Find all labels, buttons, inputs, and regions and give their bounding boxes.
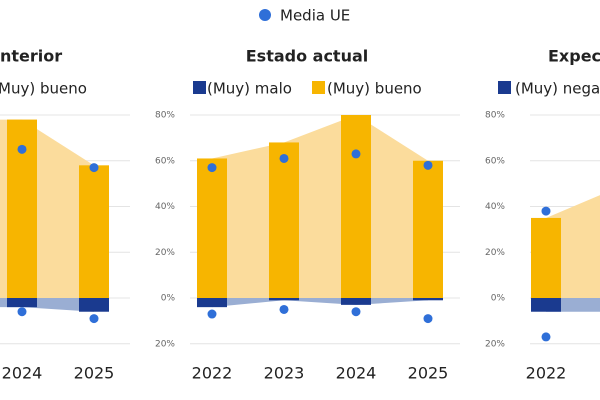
y-tick-label: 20% — [155, 248, 175, 258]
ue-marker — [541, 332, 551, 342]
bar — [531, 298, 561, 312]
ue-marker — [541, 206, 551, 216]
y-tick-label: 0% — [491, 294, 506, 304]
x-tick-label: 2023 — [264, 364, 305, 383]
y-tick-label: 60% — [485, 156, 505, 166]
bar — [197, 158, 227, 298]
x-tick-label: 2022 — [526, 364, 567, 383]
bar — [341, 298, 371, 305]
ue-marker — [279, 153, 289, 163]
ue-marker — [351, 307, 361, 317]
ue-marker — [17, 307, 27, 317]
ue-marker — [423, 314, 433, 324]
y-tick-label: 80% — [485, 111, 505, 121]
chart-title: nterior — [0, 47, 62, 66]
legend-label: Media UE — [280, 7, 350, 25]
legend-swatch — [312, 81, 325, 94]
bar — [269, 298, 299, 301]
x-tick-label: 2022 — [192, 364, 233, 383]
ue-marker — [17, 144, 27, 154]
y-tick-label: 80% — [155, 111, 175, 121]
ue-marker — [207, 309, 217, 319]
x-tick-label: 2024 — [336, 364, 377, 383]
legend-label: Muy) bueno — [0, 80, 87, 98]
legend-marker — [259, 9, 271, 21]
legend-label: (Muy) malo — [207, 80, 292, 98]
y-tick-label: 60% — [155, 156, 175, 166]
legend-swatch — [193, 81, 206, 94]
legend-swatch — [498, 81, 511, 94]
ue-marker — [423, 160, 433, 170]
bar — [531, 217, 561, 298]
bar — [413, 160, 443, 298]
y-tick-label: 20% — [485, 339, 505, 349]
bar — [7, 298, 37, 308]
bar — [269, 142, 299, 298]
ue-marker — [89, 314, 99, 324]
y-tick-label: 20% — [485, 248, 505, 258]
ue-marker — [89, 163, 99, 173]
y-tick-label: 40% — [485, 202, 505, 212]
bar — [79, 165, 109, 298]
ue-marker — [351, 149, 361, 159]
bar — [413, 298, 443, 301]
legend-label: (Muy) bueno — [327, 80, 422, 98]
chart-title: Expect — [548, 47, 600, 66]
bar — [197, 298, 227, 308]
y-tick-label: 0% — [161, 294, 176, 304]
bar — [79, 298, 109, 312]
ue-marker — [279, 304, 289, 314]
area — [212, 115, 428, 298]
bar — [341, 115, 371, 298]
y-tick-label: 20% — [155, 339, 175, 349]
legend-label: (Muy) nega — [515, 80, 600, 98]
chart-title: Estado actual — [246, 47, 369, 66]
x-tick-label: 2025 — [408, 364, 449, 383]
ue-marker — [207, 163, 217, 173]
y-tick-label: 40% — [155, 202, 175, 212]
area — [212, 298, 428, 308]
x-tick-label: 2025 — [74, 364, 115, 383]
x-tick-label: 2024 — [2, 364, 43, 383]
